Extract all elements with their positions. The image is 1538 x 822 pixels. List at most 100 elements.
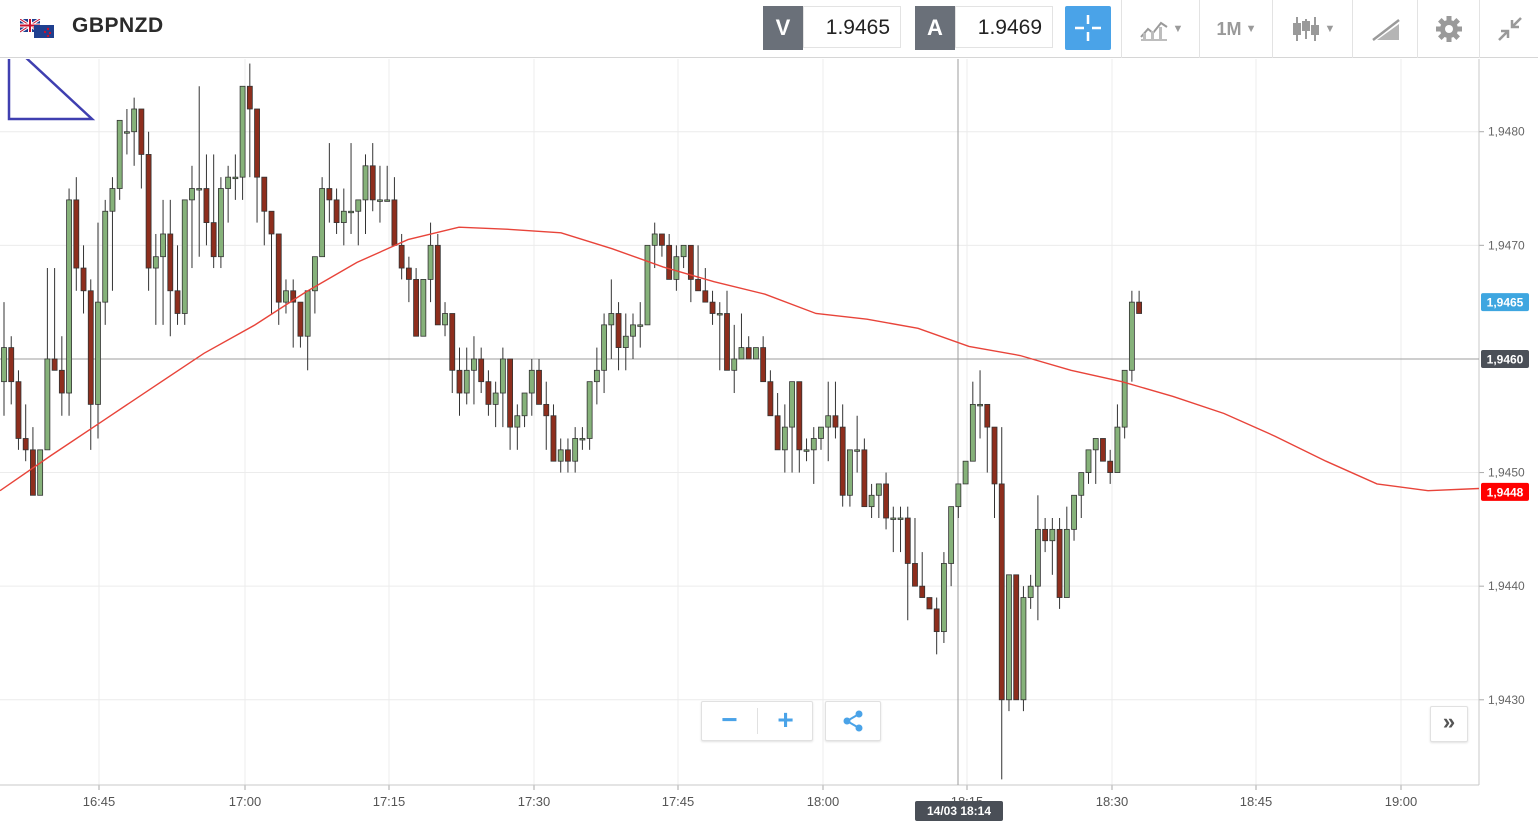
draw-tools-button[interactable] xyxy=(1352,0,1418,58)
x-tick-label: 18:45 xyxy=(1240,794,1273,809)
y-tick-label: 1,9470 xyxy=(1488,238,1525,252)
chevron-down-icon: ▼ xyxy=(1172,23,1184,35)
candle-up xyxy=(348,210,354,214)
candle-up xyxy=(1121,369,1128,428)
candle-up xyxy=(232,176,239,180)
price-tag-label: 1,9465 xyxy=(1487,296,1524,310)
x-tick-label: 19:00 xyxy=(1385,794,1418,809)
candle-up xyxy=(962,460,969,485)
candle-up xyxy=(854,449,861,452)
candle-down xyxy=(724,313,730,371)
candle-down xyxy=(58,369,65,394)
candle-up xyxy=(1020,597,1027,701)
candle-up xyxy=(1071,494,1077,530)
candle-down xyxy=(405,267,412,280)
moving-average-line xyxy=(0,226,1480,492)
settings-button[interactable] xyxy=(1417,0,1480,58)
candle-down xyxy=(478,358,485,383)
candle-up xyxy=(738,347,745,360)
y-tick-label: 1,9450 xyxy=(1488,466,1525,480)
share-button[interactable] xyxy=(825,701,881,741)
candle-down xyxy=(536,369,542,405)
candle-down xyxy=(290,290,297,303)
triangle-drawing[interactable] xyxy=(7,59,96,121)
zoom-out-button[interactable]: − xyxy=(721,704,738,735)
candle-up xyxy=(442,313,448,326)
buy-price-button[interactable]: A 1.9469 xyxy=(915,6,1053,50)
candle-down xyxy=(507,358,514,428)
candle-up xyxy=(1006,574,1012,701)
compare-button[interactable]: ▼ xyxy=(1121,0,1200,58)
scroll-to-latest-button[interactable]: » xyxy=(1430,706,1468,742)
draw-tools-icon xyxy=(1371,19,1400,41)
candle-down xyxy=(702,290,709,303)
candle-down xyxy=(1136,301,1143,314)
candle-up xyxy=(189,188,195,201)
candle-up xyxy=(44,358,51,451)
candle-down xyxy=(434,244,441,326)
sell-price: 1.9465 xyxy=(803,6,901,48)
candle-up xyxy=(131,108,138,133)
y-tick-label: 1,9430 xyxy=(1488,693,1525,707)
candle-up xyxy=(1027,585,1034,598)
x-tick-label: 18:00 xyxy=(807,794,840,809)
candle-down xyxy=(709,301,716,314)
candle-down xyxy=(991,426,998,485)
chart-type-button[interactable]: ▼ xyxy=(1272,0,1353,58)
price-tag-buy xyxy=(1481,482,1529,501)
gear-icon xyxy=(1436,16,1462,42)
candle-down xyxy=(904,517,911,564)
candle-down xyxy=(174,290,181,314)
crosshair-button[interactable] xyxy=(1065,6,1111,50)
chevron-down-icon: ▼ xyxy=(1245,23,1257,35)
candle-up xyxy=(1,347,7,383)
sell-price-button[interactable]: V 1.9465 xyxy=(763,6,901,50)
candle-down xyxy=(774,415,781,451)
buy-price: 1.9469 xyxy=(955,6,1053,48)
candle-up xyxy=(362,165,369,201)
candle-up xyxy=(579,438,586,441)
candle-down xyxy=(73,199,80,269)
candle-down xyxy=(203,188,210,224)
zoom-in-button[interactable]: + xyxy=(777,704,794,735)
candle-up xyxy=(124,131,130,134)
candle-down xyxy=(398,244,405,269)
zoom-divider xyxy=(757,708,758,734)
candle-up xyxy=(825,415,832,428)
candle-up xyxy=(1085,449,1092,473)
x-tick-label: 18:30 xyxy=(1096,794,1129,809)
price-tag-label: 1,9460 xyxy=(1487,352,1524,366)
candle-up xyxy=(217,188,224,258)
collapse-button[interactable] xyxy=(1479,0,1538,58)
candle-down xyxy=(543,403,550,417)
candle-up xyxy=(601,324,607,371)
candle-down xyxy=(832,415,839,428)
candle-down xyxy=(659,233,665,246)
candle-down xyxy=(767,381,774,417)
candle-up xyxy=(955,483,962,508)
candle-down xyxy=(8,347,15,383)
candle-up xyxy=(1034,528,1041,587)
candle-up xyxy=(181,199,188,314)
candle-up xyxy=(492,392,499,405)
candle-down xyxy=(1013,574,1020,701)
candle-up xyxy=(95,301,101,405)
candle-up xyxy=(716,313,723,316)
candle-down xyxy=(391,199,398,246)
chevron-down-icon: ▼ xyxy=(1324,23,1336,35)
candle-down xyxy=(615,313,622,348)
candle-down xyxy=(254,108,260,178)
candle-down xyxy=(760,347,767,383)
timeframe-selector[interactable]: 1M ▼ xyxy=(1199,0,1273,58)
candle-down xyxy=(984,403,991,428)
candle-up xyxy=(152,256,159,269)
price-chart[interactable]: 1,9480 1,9470 1,9450 1,9440 1,9430 16:45 17:00… xyxy=(0,59,1538,822)
price-tag-sell xyxy=(1481,293,1529,312)
candle-up xyxy=(420,279,427,337)
candle-down xyxy=(456,369,463,394)
candle-down xyxy=(326,188,333,201)
candle-up xyxy=(572,438,579,462)
candle-up xyxy=(810,438,817,451)
candle-up xyxy=(948,506,955,564)
candle-up xyxy=(521,392,528,417)
